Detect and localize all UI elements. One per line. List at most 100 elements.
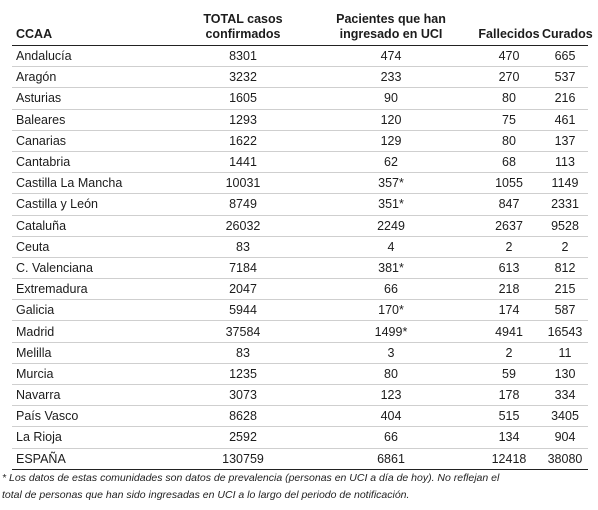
- cell-ccaa: Aragón: [12, 66, 180, 89]
- cell-ccaa: Murcia: [12, 363, 180, 386]
- table-row: Canarias 1622 129 80 137: [12, 130, 588, 152]
- cell-ccaa: C. Valenciana: [12, 257, 180, 280]
- cell-icu: 80: [306, 363, 476, 386]
- cell-ccaa: Canarias: [12, 130, 180, 152]
- cell-deaths: 270: [476, 66, 542, 89]
- cell-total-cases: 7184: [180, 257, 306, 280]
- cell-total-cases: 1622: [180, 130, 306, 152]
- cell-total-cases: 8301: [180, 45, 306, 68]
- cell-total-cases: 83: [180, 236, 306, 258]
- cell-recovered: 9528: [542, 215, 588, 237]
- cell-deaths: 1055: [476, 172, 542, 195]
- cell-total-cases: 3073: [180, 384, 306, 407]
- header-total-line2: confirmados: [205, 27, 281, 41]
- cell-recovered: 3405: [542, 405, 588, 428]
- cell-icu: 129: [306, 130, 476, 152]
- cell-total-cases: 1605: [180, 87, 306, 110]
- cell-ccaa: Andalucía: [12, 45, 180, 68]
- table-row: Melilla 83 3 2 11: [12, 342, 588, 364]
- table-header: CCAA TOTAL casos confirmados Pacientes qu…: [12, 12, 593, 46]
- cell-deaths: 2637: [476, 215, 542, 237]
- table-row: Ceuta 83 4 2 2: [12, 236, 588, 258]
- table-row: Navarra 3073 123 178 334: [12, 384, 588, 407]
- cell-recovered: 216: [542, 87, 588, 110]
- cell-deaths: 470: [476, 45, 542, 68]
- header-ccaa: CCAA: [12, 12, 180, 46]
- cell-icu: 6861: [306, 447, 476, 470]
- cell-recovered: 461: [542, 109, 588, 131]
- cell-icu: 404: [306, 405, 476, 428]
- cell-recovered: 2331: [542, 193, 588, 216]
- cell-total-cases: 26032: [180, 215, 306, 237]
- table-row: Galicia 5944 170* 174 587: [12, 299, 588, 322]
- cell-recovered: 2: [542, 236, 588, 258]
- cell-ccaa: Cataluña: [12, 215, 180, 237]
- table-row: Castilla y León 8749 351* 847 2331: [12, 193, 588, 216]
- cell-deaths: 80: [476, 87, 542, 110]
- header-deaths: Fallecidos: [476, 12, 542, 46]
- cell-icu: 3: [306, 342, 476, 364]
- cell-ccaa: La Rioja: [12, 426, 180, 449]
- cell-ccaa: Melilla: [12, 342, 180, 364]
- cell-deaths: 2: [476, 342, 542, 364]
- header-total-line1: TOTAL casos: [203, 12, 283, 26]
- cell-recovered: 665: [542, 45, 588, 68]
- cell-deaths: 515: [476, 405, 542, 428]
- cell-recovered: 113: [542, 151, 588, 174]
- cell-total-cases: 3232: [180, 66, 306, 89]
- cell-recovered: 11: [542, 342, 588, 364]
- cell-ccaa: Asturias: [12, 87, 180, 110]
- cell-ccaa: Cantabria: [12, 151, 180, 174]
- cell-ccaa: Castilla La Mancha: [12, 172, 180, 195]
- cell-deaths: 178: [476, 384, 542, 407]
- cell-deaths: 2: [476, 236, 542, 258]
- cell-total-cases: 8749: [180, 193, 306, 216]
- cell-total-cases: 130759: [180, 447, 306, 470]
- cell-deaths: 68: [476, 151, 542, 174]
- cell-total-cases: 10031: [180, 172, 306, 195]
- cell-icu: 357*: [306, 172, 476, 195]
- cell-deaths: 613: [476, 257, 542, 280]
- cell-total-cases: 1235: [180, 363, 306, 386]
- cell-deaths: 12418: [476, 447, 542, 470]
- cell-ccaa: Baleares: [12, 109, 180, 131]
- cell-recovered: 215: [542, 278, 588, 301]
- table-total-row: ESPAÑA 130759 6861 12418 38080: [12, 447, 588, 470]
- cell-icu: 66: [306, 426, 476, 449]
- cell-icu: 123: [306, 384, 476, 407]
- cell-deaths: 174: [476, 299, 542, 322]
- cell-icu: 351*: [306, 193, 476, 216]
- cell-ccaa: Ceuta: [12, 236, 180, 258]
- cell-icu: 170*: [306, 299, 476, 322]
- cell-icu: 1499*: [306, 320, 476, 343]
- header-uci-line2: ingresado en UCI: [339, 27, 443, 41]
- cell-recovered: 334: [542, 384, 588, 407]
- cell-deaths: 75: [476, 109, 542, 131]
- table-row: La Rioja 2592 66 134 904: [12, 426, 588, 449]
- cell-recovered: 537: [542, 66, 588, 89]
- cell-recovered: 16543: [542, 320, 588, 343]
- cell-recovered: 137: [542, 130, 588, 152]
- cell-deaths: 59: [476, 363, 542, 386]
- table-row: C. Valenciana 7184 381* 613 812: [12, 257, 588, 280]
- table-row: País Vasco 8628 404 515 3405: [12, 405, 588, 428]
- covid-cases-table: CCAA TOTAL casos confirmados Pacientes qu…: [12, 12, 593, 470]
- table-row: Castilla La Mancha 10031 357* 1055 1149: [12, 172, 588, 195]
- cell-total-cases: 5944: [180, 299, 306, 322]
- header-recovered: Curados: [542, 12, 593, 46]
- cell-deaths: 134: [476, 426, 542, 449]
- cell-total-cases: 2047: [180, 278, 306, 301]
- cell-icu: 120: [306, 109, 476, 131]
- cell-deaths: 80: [476, 130, 542, 152]
- cell-deaths: 4941: [476, 320, 542, 343]
- covid-cases-table-container: CCAA TOTAL casos confirmados Pacientes qu…: [12, 12, 593, 470]
- table-body: Andalucía 8301 474 470 665 Aragón 3232 233 270 53…: [12, 45, 588, 470]
- cell-total-cases: 1441: [180, 151, 306, 174]
- cell-total-cases: 1293: [180, 109, 306, 131]
- cell-total-cases: 2592: [180, 426, 306, 449]
- footnote-line-1: * Los datos de estas comunidades son dat…: [2, 472, 500, 484]
- cell-deaths: 847: [476, 193, 542, 216]
- header-uci-line1: Pacientes que han: [336, 12, 446, 26]
- cell-total-cases: 37584: [180, 320, 306, 343]
- cell-ccaa: ESPAÑA: [12, 447, 180, 470]
